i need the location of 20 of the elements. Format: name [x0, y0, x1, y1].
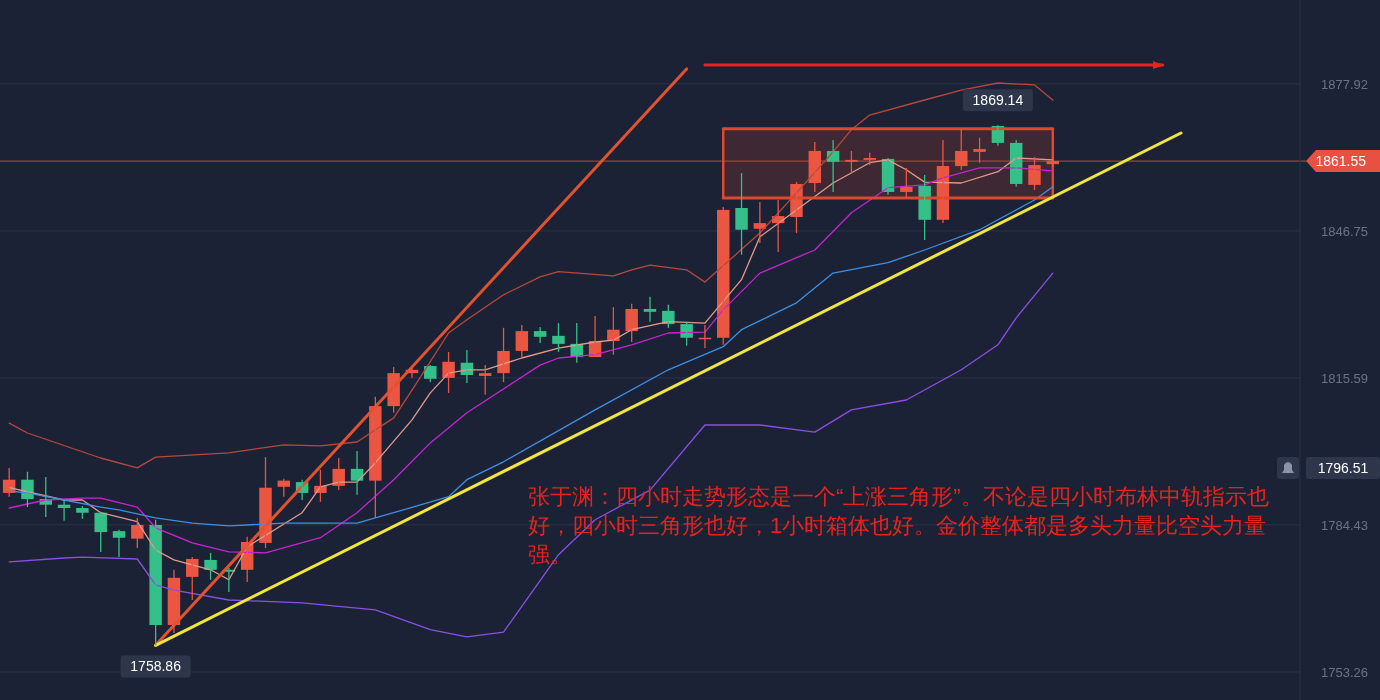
- candlestick: [900, 167, 913, 199]
- candlestick: [149, 519, 162, 647]
- y-tick-label: 1753.26: [1321, 664, 1368, 680]
- ref-line-label: 1861.55: [1315, 153, 1367, 170]
- y-tick-label: 1815.59: [1321, 370, 1368, 386]
- candlestick: [478, 364, 492, 396]
- annotation: 1758.86: [130, 658, 182, 675]
- candlestick: [680, 321, 693, 347]
- y-tick-label: 1877.92: [1321, 76, 1368, 92]
- text: 1796.51: [1317, 459, 1369, 476]
- y-tick-label: 1846.75: [1321, 223, 1368, 239]
- y-tick-label: 1784.43: [1321, 517, 1368, 533]
- candlestick: [625, 303, 638, 343]
- candlestick: [204, 552, 217, 581]
- annotation: 1869.14: [972, 92, 1024, 109]
- candlestick: [94, 511, 107, 553]
- candlestick: [552, 322, 565, 353]
- line-series: [8, 82, 1054, 469]
- candlestick: [131, 517, 144, 549]
- candlestick: [735, 172, 748, 256]
